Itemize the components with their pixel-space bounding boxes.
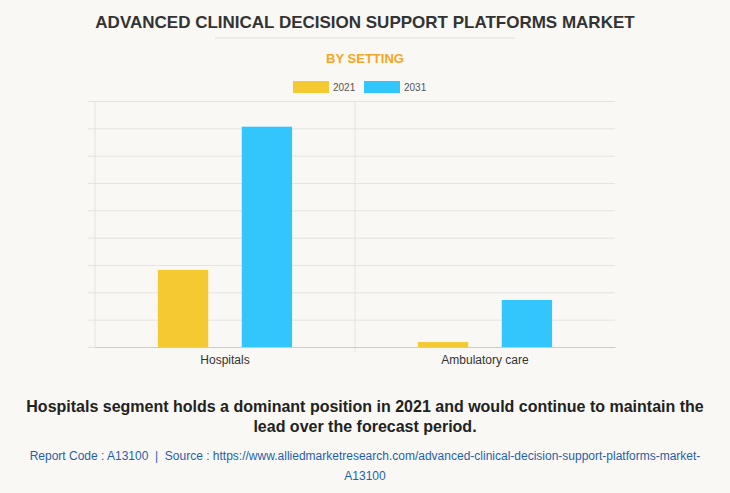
x-tick: Hospitals: [200, 347, 249, 367]
x-tick: Ambulatory care: [441, 347, 529, 367]
subtitle: BY SETTING: [326, 51, 404, 66]
x-tick-label: Ambulatory care: [441, 353, 529, 367]
y-axis: [88, 102, 615, 348]
y-tick: [88, 183, 615, 184]
x-tick-label: Hospitals: [200, 353, 249, 367]
y-tick: [88, 156, 615, 157]
bar: [242, 127, 292, 347]
x-axis-line: [96, 347, 616, 348]
x-axis: Hospitals Ambulatory care: [96, 347, 616, 367]
y-tick: [88, 128, 615, 129]
legend-label: 2021: [333, 82, 356, 93]
bar: [158, 270, 208, 347]
grid-line: [88, 183, 615, 184]
y-tick: [88, 238, 615, 239]
y-tick: [88, 210, 615, 211]
bar: [418, 342, 468, 347]
category-separator: [355, 101, 356, 352]
grid-line: [88, 210, 615, 211]
legend-swatch: [293, 81, 329, 93]
y-tick: [88, 101, 615, 102]
caption: Hospitals segment holds a dominant posit…: [20, 397, 710, 437]
legend-label: 2031: [404, 82, 427, 93]
legend-swatch: [364, 81, 400, 93]
bars: [158, 127, 552, 347]
grid-line: [88, 128, 615, 129]
title-divider: [215, 38, 515, 39]
grid-line: [88, 101, 615, 102]
grid-line: [88, 156, 615, 157]
bar: [502, 300, 552, 347]
title: ADVANCED CLINICAL DECISION SUPPORT PLATF…: [95, 13, 635, 32]
y-axis-line: [95, 101, 96, 347]
grid-line: [88, 347, 615, 348]
y-tick: [88, 347, 615, 348]
y-tick: [88, 265, 615, 266]
grid-line: [88, 265, 615, 266]
source: Report Code : A13100 | Source : https://…: [25, 446, 705, 486]
legend: 2021 2031: [293, 81, 427, 93]
grid-line: [88, 238, 615, 239]
